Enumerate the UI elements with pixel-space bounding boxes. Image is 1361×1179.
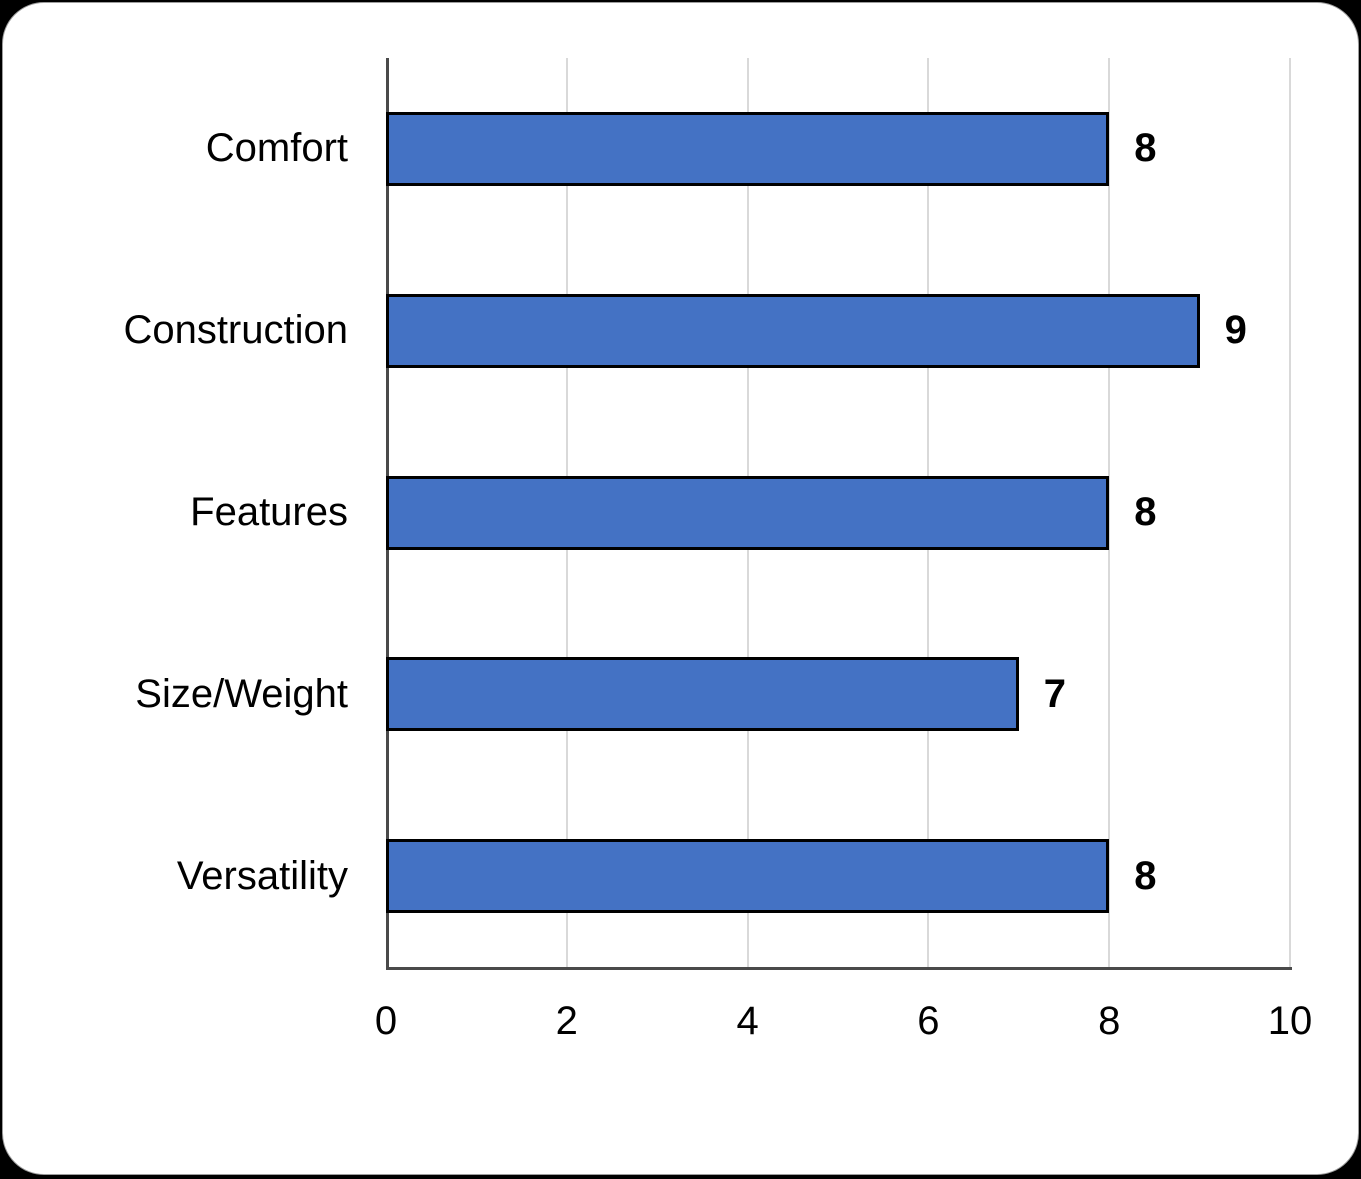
category-label: Comfort [205,126,348,171]
bar-size-weight [386,657,1019,732]
x-tick-label: 6 [917,999,940,1043]
x-tick-label: 4 [736,999,759,1043]
major-gridline [1289,58,1291,967]
category-label: Size/Weight [135,671,348,716]
bar-versatility [386,839,1110,914]
data-label: 8 [1134,853,1157,898]
x-tick-label: 8 [1098,999,1121,1043]
x-axis-line [386,967,1292,970]
bar-construction [386,293,1200,368]
data-label: 7 [1043,671,1067,716]
bar-features [386,475,1110,550]
bars-layer [3,3,1358,1174]
data-label: 8 [1134,126,1157,171]
bar-comfort [386,111,1110,186]
data-label: 9 [1224,308,1247,353]
data-label: 8 [1134,490,1157,534]
x-tick-label: 10 [1267,999,1313,1043]
category-label: Versatility [176,853,348,898]
x-tick-label: 0 [374,999,398,1043]
labels-layer: Comfort 8 Construction 9 Features 8 Size/Weigh… [3,3,1358,1174]
x-tick-label: 2 [555,999,578,1043]
category-label: Construction [123,308,348,353]
category-label: Features [190,490,348,534]
major-gridline [1108,58,1111,967]
